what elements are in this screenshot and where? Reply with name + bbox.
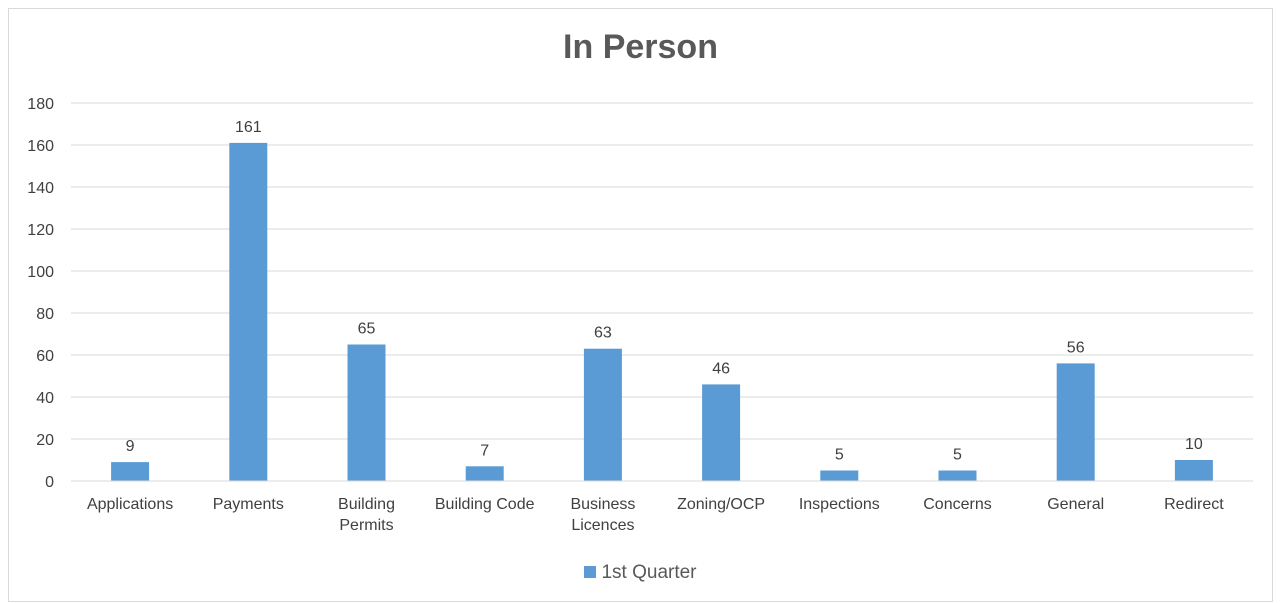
x-tick-label: Building Permits bbox=[338, 496, 395, 534]
x-tick-label: Redirect bbox=[1164, 496, 1224, 513]
data-label: 9 bbox=[126, 438, 135, 455]
x-tick-label: Concerns bbox=[923, 496, 991, 513]
chart-title: In Person bbox=[563, 28, 718, 66]
data-label: 7 bbox=[480, 442, 489, 459]
x-tick-label: Business Licences bbox=[570, 496, 635, 534]
bar bbox=[1056, 363, 1095, 481]
y-tick-label: 180 bbox=[27, 96, 54, 113]
bar bbox=[465, 466, 504, 481]
y-tick-label: 0 bbox=[45, 474, 54, 491]
data-label: 10 bbox=[1185, 436, 1203, 453]
data-label: 56 bbox=[1067, 339, 1085, 356]
bar bbox=[1174, 460, 1213, 481]
y-tick-label: 140 bbox=[27, 180, 54, 197]
bar bbox=[702, 384, 741, 481]
y-tick-label: 160 bbox=[27, 138, 54, 155]
y-tick-label: 40 bbox=[36, 390, 54, 407]
data-label: 161 bbox=[235, 119, 262, 136]
y-tick-label: 120 bbox=[27, 222, 54, 239]
x-axis-categories: Applications Payments Building Permits Build… bbox=[87, 496, 1224, 534]
x-tick-label: General bbox=[1047, 496, 1104, 513]
y-tick-label: 20 bbox=[36, 432, 54, 449]
legend: 1st Quarter bbox=[0, 562, 1281, 584]
data-labels: 9 161 65 7 63 46 5 5 56 10 bbox=[126, 119, 1203, 464]
bar bbox=[347, 344, 386, 481]
bar bbox=[820, 470, 859, 481]
x-tick-label: Applications bbox=[87, 496, 173, 513]
x-tick-label: Payments bbox=[213, 496, 284, 513]
bar bbox=[938, 470, 977, 481]
data-label: 46 bbox=[712, 360, 730, 377]
y-tick-label: 100 bbox=[27, 264, 54, 281]
bar bbox=[583, 348, 622, 481]
gridlines bbox=[71, 102, 1253, 482]
legend-label: 1st Quarter bbox=[601, 562, 697, 583]
data-label: 65 bbox=[358, 321, 376, 338]
x-tick-label: Inspections bbox=[799, 496, 880, 513]
y-tick-label: 80 bbox=[36, 306, 54, 323]
data-label: 5 bbox=[835, 447, 844, 464]
data-label: 5 bbox=[953, 447, 962, 464]
x-tick-label: Zoning/OCP bbox=[677, 496, 765, 513]
data-label: 63 bbox=[594, 325, 612, 342]
y-tick-label: 60 bbox=[36, 348, 54, 365]
bar bbox=[111, 462, 150, 481]
y-axis-ticks: 0 20 40 60 80 100 120 140 160 180 bbox=[27, 96, 54, 491]
bars bbox=[111, 142, 1213, 481]
bar bbox=[229, 142, 268, 481]
legend-swatch bbox=[584, 566, 597, 578]
chart-frame bbox=[8, 8, 1273, 602]
x-tick-label: Building Code bbox=[435, 496, 535, 513]
